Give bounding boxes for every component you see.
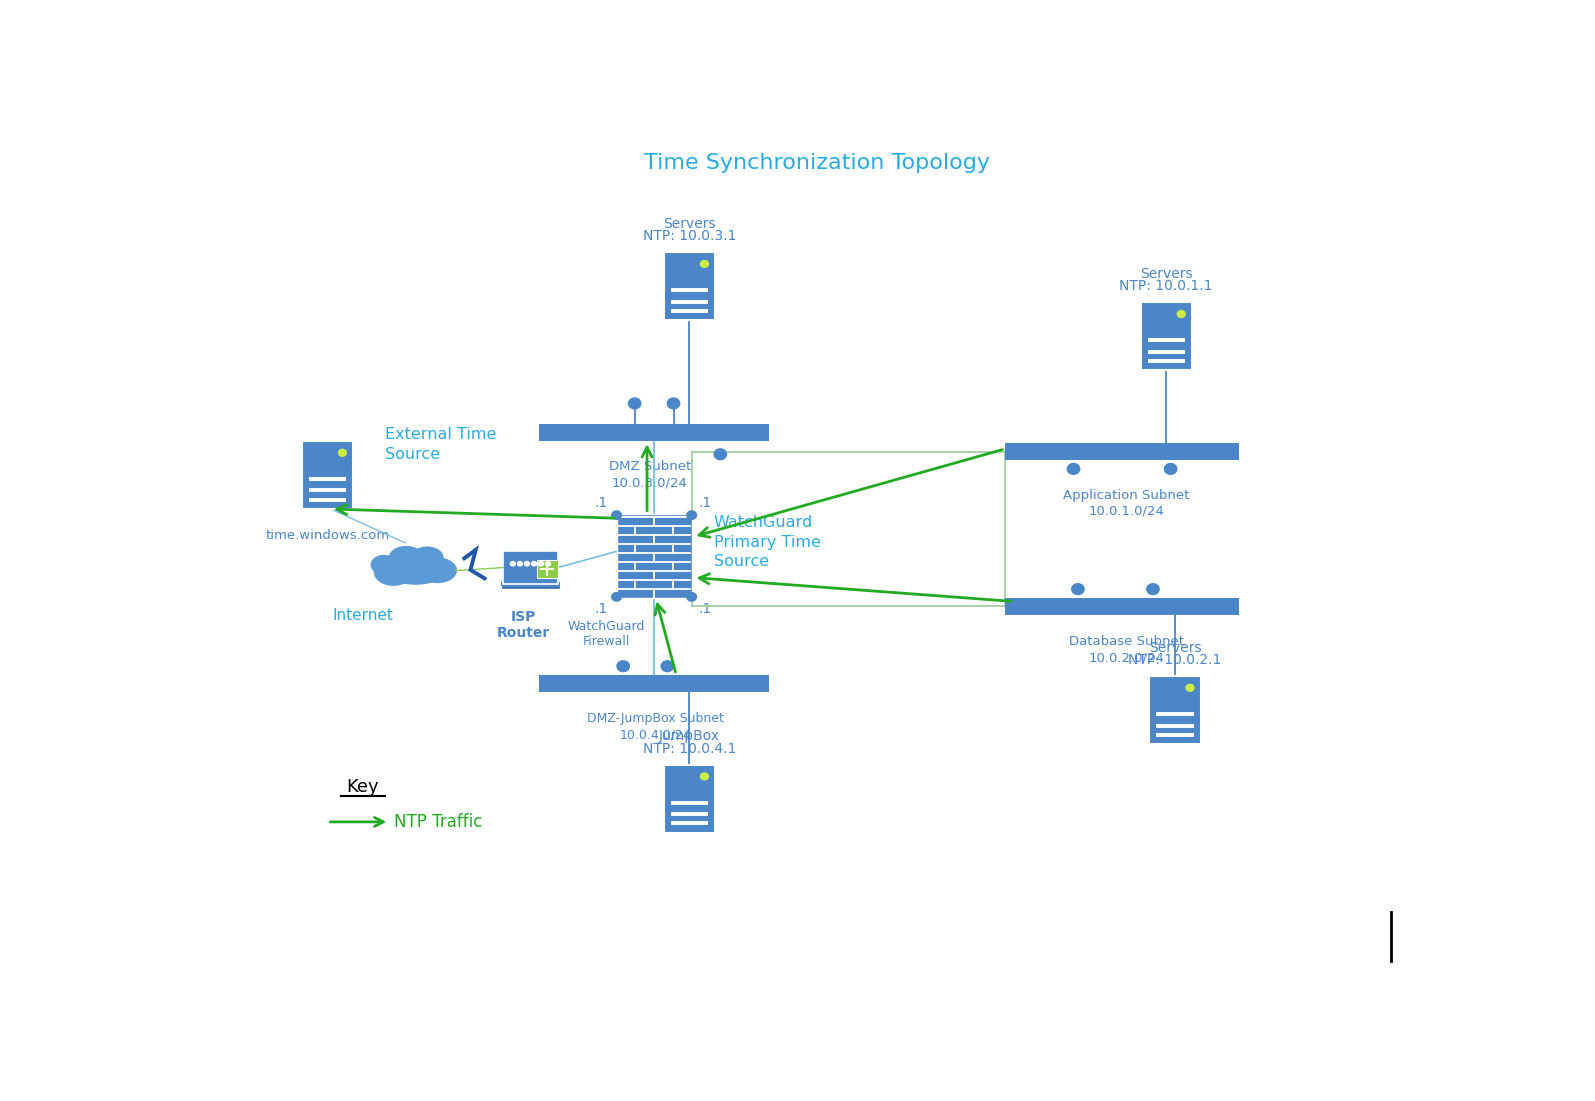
Text: NTP: 10.0.1.1: NTP: 10.0.1.1 (1120, 280, 1212, 293)
Ellipse shape (389, 546, 424, 569)
Text: Application Subnet
10.0.1.0/24: Application Subnet 10.0.1.0/24 (1064, 489, 1190, 517)
Ellipse shape (419, 557, 458, 584)
FancyBboxPatch shape (1150, 676, 1201, 744)
Text: DMZ Subnet
10.0.3.0/24: DMZ Subnet 10.0.3.0/24 (609, 460, 691, 490)
FancyBboxPatch shape (1140, 303, 1191, 370)
Text: Key: Key (346, 778, 380, 796)
Circle shape (510, 562, 515, 566)
Circle shape (1164, 464, 1177, 475)
Circle shape (612, 511, 622, 520)
Circle shape (662, 661, 673, 672)
Text: .1: .1 (595, 602, 608, 617)
Text: WatchGuard
Firewall: WatchGuard Firewall (568, 620, 644, 648)
Text: Servers: Servers (1140, 266, 1193, 281)
Ellipse shape (383, 550, 450, 585)
Text: .1: .1 (699, 495, 711, 510)
Circle shape (715, 449, 726, 460)
Circle shape (338, 449, 346, 456)
Circle shape (517, 562, 522, 566)
FancyBboxPatch shape (539, 424, 769, 442)
Text: Internet: Internet (332, 608, 392, 623)
FancyBboxPatch shape (1005, 598, 1239, 614)
FancyBboxPatch shape (1005, 444, 1239, 460)
Text: JumpBox: JumpBox (659, 729, 719, 743)
Circle shape (617, 661, 630, 672)
Text: time.windows.com: time.windows.com (265, 528, 389, 542)
Circle shape (1187, 685, 1195, 691)
Text: DMZ-JumpBox Subnet
10.0.4.0/24: DMZ-JumpBox Subnet 10.0.4.0/24 (587, 712, 724, 741)
Text: Time Synchronization Topology: Time Synchronization Topology (644, 153, 990, 173)
Text: External Time
Source: External Time Source (384, 427, 496, 461)
Text: NTP: 10.0.4.1: NTP: 10.0.4.1 (643, 742, 737, 755)
Circle shape (545, 562, 550, 566)
Text: Servers: Servers (664, 217, 716, 231)
Ellipse shape (370, 555, 397, 575)
Circle shape (1072, 584, 1085, 595)
Text: NTP: 10.0.3.1: NTP: 10.0.3.1 (643, 229, 737, 243)
Circle shape (1067, 464, 1080, 475)
FancyBboxPatch shape (617, 513, 692, 599)
Circle shape (687, 511, 697, 520)
Text: ISP
Router: ISP Router (496, 610, 550, 640)
FancyBboxPatch shape (664, 252, 715, 320)
Text: NTP: 10.0.2.1: NTP: 10.0.2.1 (1128, 653, 1222, 667)
Text: NTP Traffic: NTP Traffic (394, 813, 482, 831)
FancyBboxPatch shape (539, 675, 769, 691)
Circle shape (687, 592, 697, 601)
Circle shape (612, 592, 622, 601)
Circle shape (700, 773, 708, 780)
Circle shape (667, 397, 679, 408)
Text: Database Subnet
10.0.2.0/24: Database Subnet 10.0.2.0/24 (1069, 635, 1183, 664)
Circle shape (700, 261, 708, 268)
Text: .1: .1 (595, 495, 608, 510)
FancyBboxPatch shape (301, 442, 352, 509)
FancyBboxPatch shape (536, 559, 558, 578)
FancyBboxPatch shape (502, 552, 558, 584)
Circle shape (628, 397, 641, 408)
Circle shape (531, 562, 536, 566)
Circle shape (1177, 310, 1185, 317)
Circle shape (1147, 584, 1160, 595)
Ellipse shape (410, 546, 443, 569)
FancyBboxPatch shape (664, 765, 715, 832)
Text: .1: .1 (699, 602, 711, 617)
Circle shape (525, 562, 530, 566)
Circle shape (539, 562, 544, 566)
Text: WatchGuard
Primary Time
Source: WatchGuard Primary Time Source (713, 515, 820, 569)
Ellipse shape (373, 558, 413, 586)
Text: Servers: Servers (1148, 641, 1201, 655)
